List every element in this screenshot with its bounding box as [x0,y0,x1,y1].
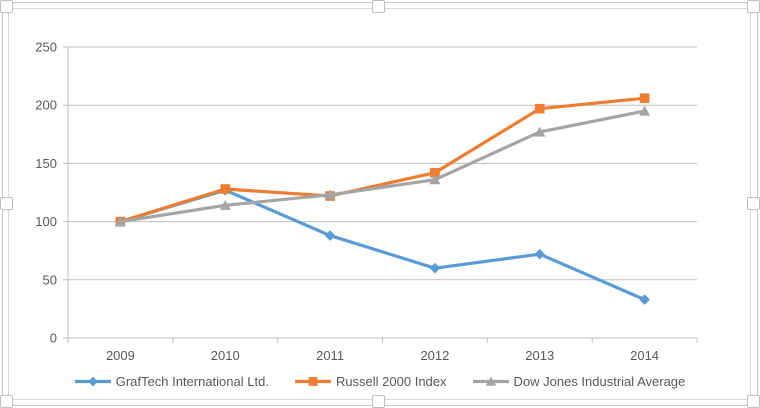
series-marker-square[interactable] [430,167,440,178]
selection-handle-middle-right[interactable] [747,197,760,210]
x-axis-label[interactable]: 2014 [630,348,659,363]
selection-handle-bottom-left[interactable] [0,395,13,408]
legend-item[interactable]: Dow Jones Industrial Average [472,373,686,389]
x-axis-label[interactable]: 2009 [106,348,135,363]
selection-handle-bottom-middle[interactable] [372,395,385,408]
selection-handle-bottom-right[interactable] [747,395,760,408]
series-marker-square[interactable] [308,376,318,386]
series-marker-square[interactable] [639,93,650,104]
chart-legend[interactable]: GrafTech International Ltd. Russell 2000 … [0,371,760,391]
series-marker-square[interactable] [220,184,231,194]
legend-label: GrafTech International Ltd. [115,373,269,389]
series-marker-triangle[interactable] [485,376,496,386]
selection-handle-top-middle[interactable] [372,0,385,13]
series-marker-triangle[interactable] [324,189,336,200]
series-marker-diamond[interactable] [429,262,441,274]
series-line[interactable] [118,96,647,224]
legend-item[interactable]: GrafTech International Ltd. [74,373,269,389]
series-marker-diamond[interactable] [324,230,336,241]
x-axis-label[interactable]: 2011 [316,348,344,363]
x-axis-label[interactable]: 2013 [525,348,554,363]
y-axis-label[interactable]: 0 [50,331,57,346]
legend-label: Russell 2000 Index [335,373,447,389]
series-marker-diamond[interactable] [534,248,546,260]
y-axis-label[interactable]: 250 [35,40,57,55]
y-axis-label[interactable]: 200 [35,98,57,113]
x-axis-label[interactable]: 2010 [211,348,240,363]
y-axis-label[interactable]: 150 [35,156,57,171]
series-marker-diamond[interactable] [87,376,98,386]
legend-marker-diamond [74,376,111,386]
series-marker-triangle[interactable] [114,216,127,227]
selection-handle-top-right[interactable] [747,0,760,13]
series-marker-triangle[interactable] [534,126,546,137]
legend-marker-triangle [472,376,509,386]
legend-label: Dow Jones Industrial Average [513,373,686,389]
x-axis-label[interactable]: 2012 [420,348,449,363]
y-axis-label[interactable]: 50 [43,272,57,287]
selection-handle-top-left[interactable] [0,0,13,13]
series-marker-triangle[interactable] [429,174,441,185]
y-axis-label[interactable]: 100 [35,214,57,229]
series-marker-square[interactable] [534,103,545,114]
series-marker-triangle[interactable] [219,200,231,210]
series-line[interactable] [118,188,647,302]
series-marker-diamond[interactable] [639,294,650,305]
legend-item[interactable]: Russell 2000 Index [294,373,447,389]
selection-handle-middle-left[interactable] [0,197,13,210]
series-marker-triangle[interactable] [638,105,651,116]
series-line[interactable] [118,109,647,224]
legend-marker-square [294,376,331,386]
